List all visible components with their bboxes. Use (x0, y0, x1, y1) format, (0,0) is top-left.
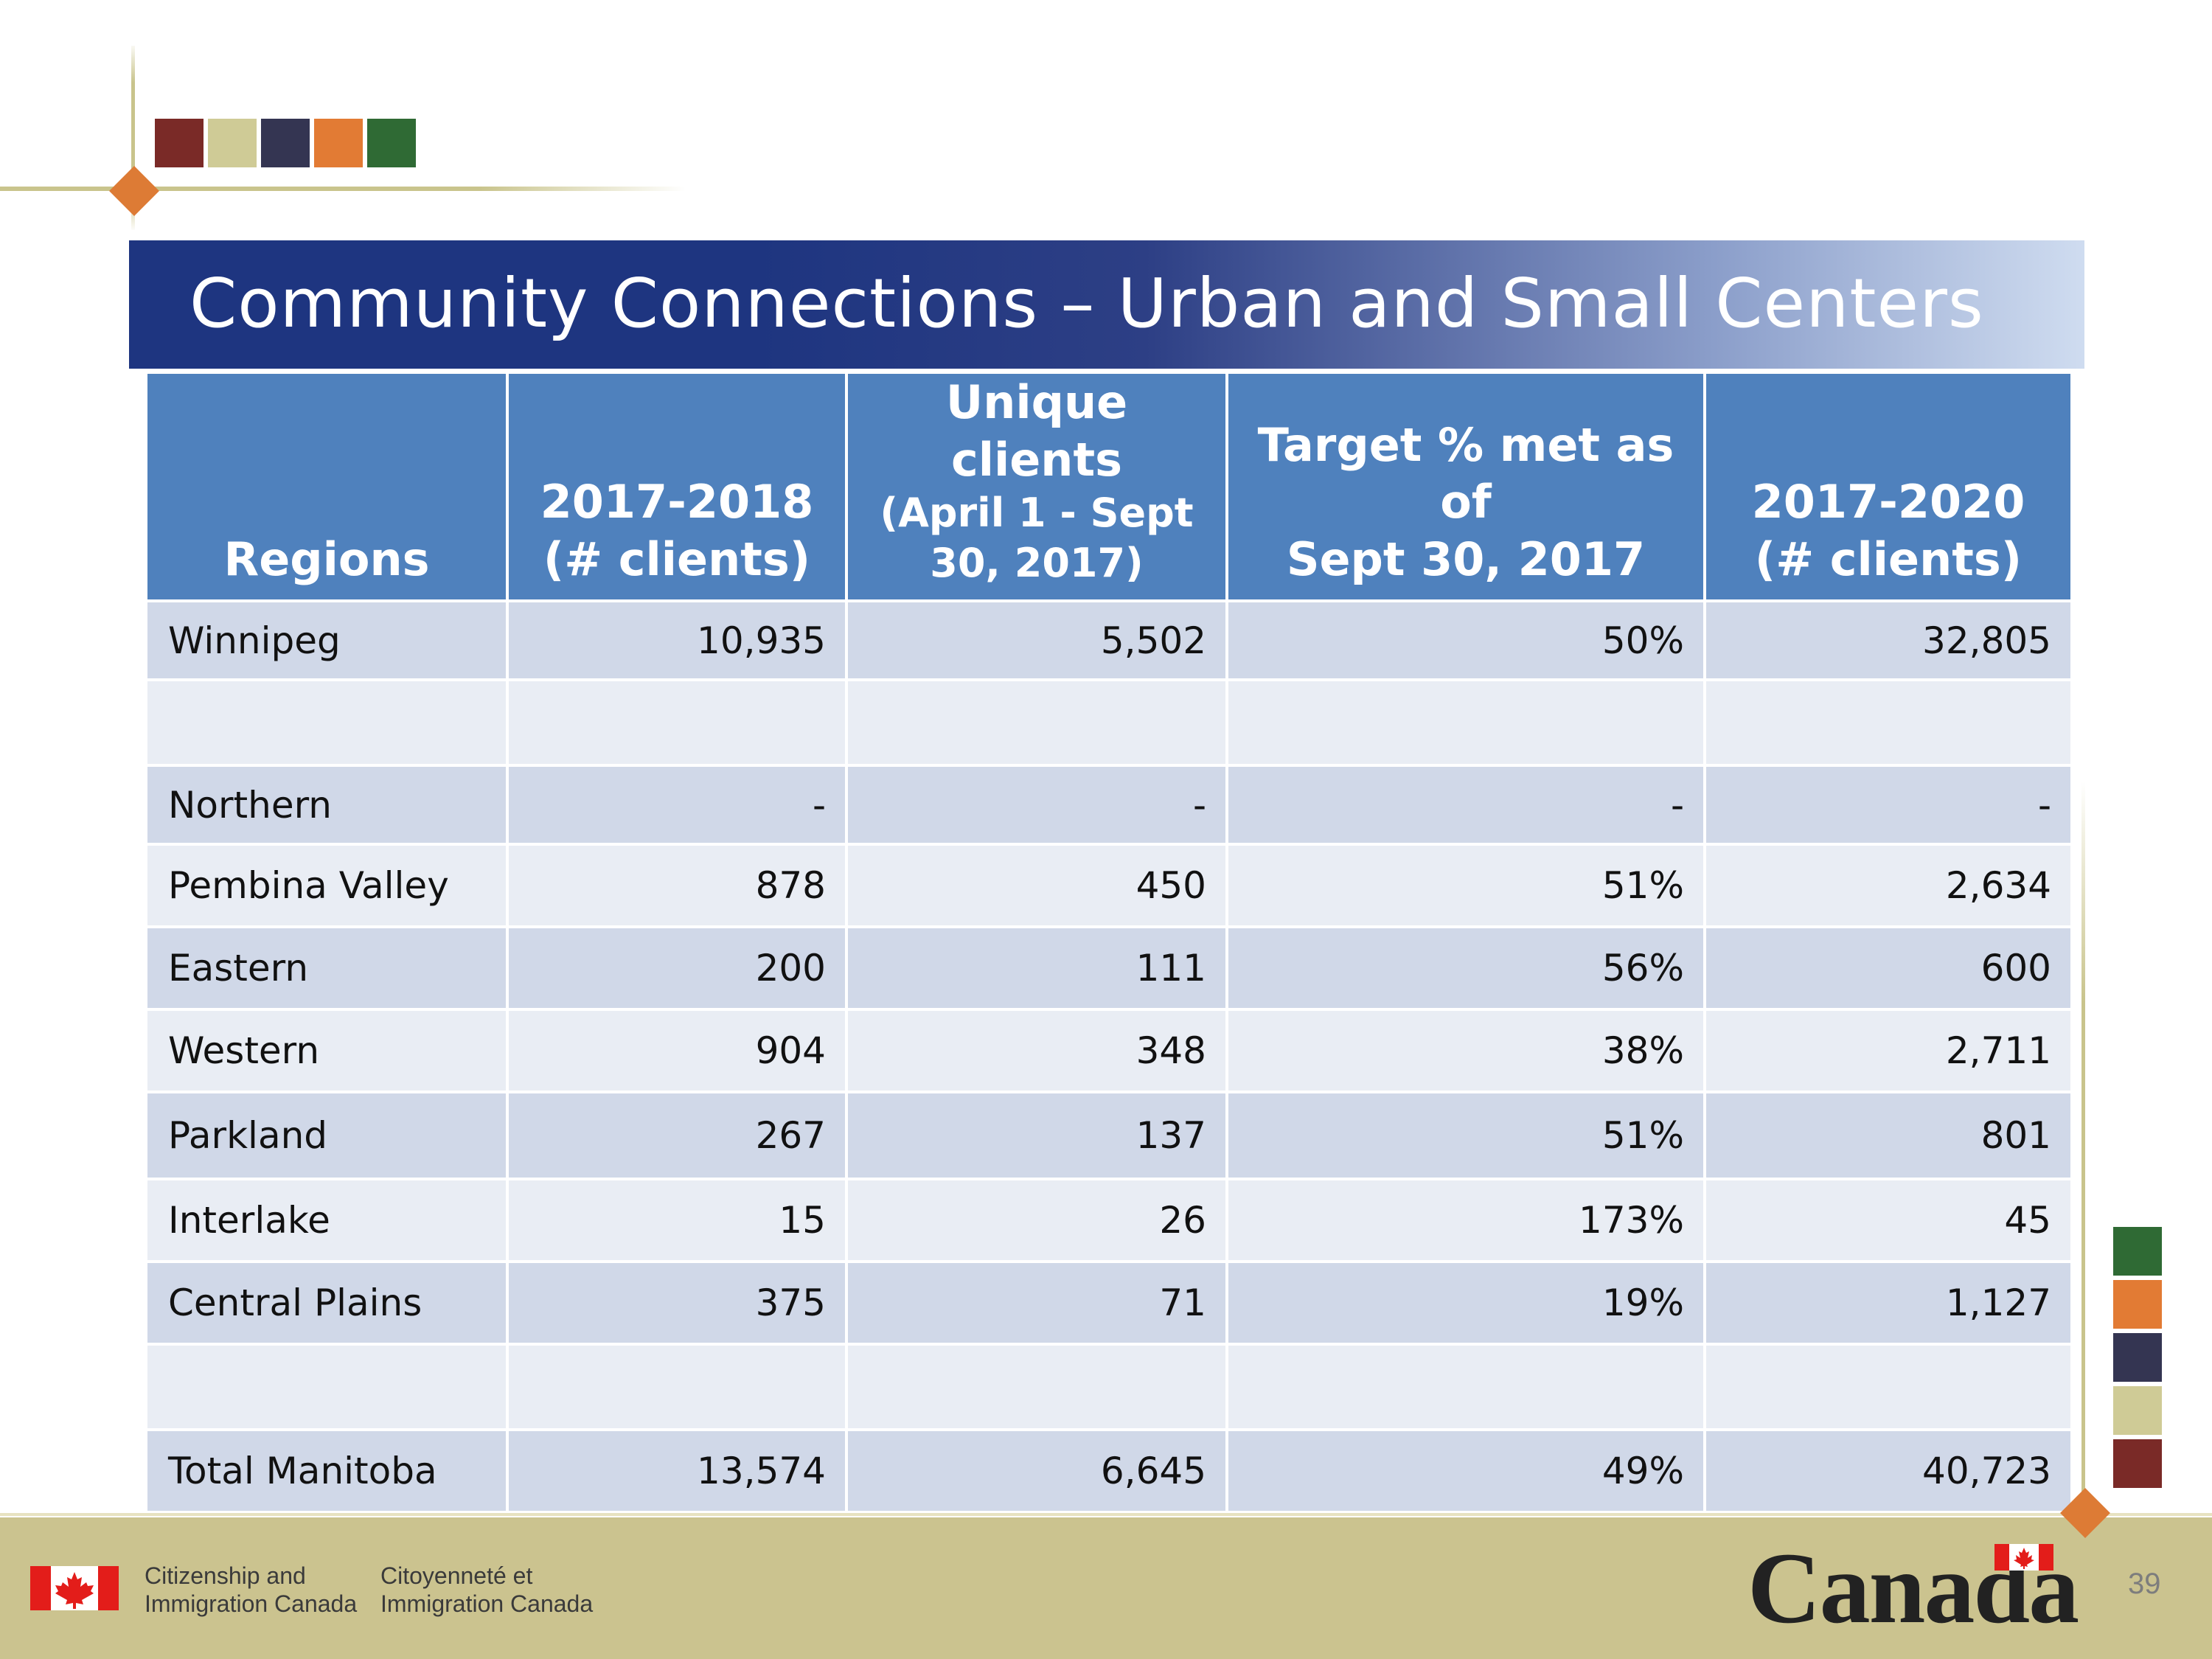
cell-y2017-2018: 267 (509, 1093, 845, 1178)
cell-region: Total Manitoba (147, 1431, 506, 1511)
decorative-line-vertical-right (2081, 782, 2085, 1519)
cell-target: 50% (1228, 602, 1703, 678)
table-header-row: Regions 2017-2018 (# clients) Unique cli… (147, 374, 2070, 599)
cell-y2017-2020 (1706, 1346, 2070, 1428)
cell-target: 56% (1228, 928, 1703, 1008)
department-name-french: Citoyenneté et Immigration Canada (380, 1562, 594, 1618)
cell-y2017-2018: 904 (509, 1011, 845, 1091)
table-row: Total Manitoba 13,574 6,645 49% 40,723 (147, 1431, 2070, 1511)
color-square (155, 119, 204, 167)
header-2017-2020: 2017-2020 (# clients) (1706, 374, 2070, 599)
cell-region: Pembina Valley (147, 846, 506, 925)
table-row (147, 681, 2070, 764)
cell-unique: 111 (848, 928, 1225, 1008)
slide-title: Community Connections – Urban and Small … (189, 264, 1984, 343)
cell-unique: 137 (848, 1093, 1225, 1178)
cell-y2017-2020: 32,805 (1706, 602, 2070, 678)
department-name-english: Citizenship and Immigration Canada (145, 1562, 358, 1618)
cell-target: - (1228, 767, 1703, 843)
cell-y2017-2018: 375 (509, 1263, 845, 1343)
table-row: Northern - - - - (147, 767, 2070, 843)
cell-y2017-2018: 13,574 (509, 1431, 845, 1511)
cell-y2017-2020 (1706, 681, 2070, 764)
table-row: Interlake 15 26 173% 45 (147, 1180, 2070, 1260)
table-row: Eastern 200 111 56% 600 (147, 928, 2070, 1008)
decorative-line-vertical-left (131, 46, 135, 230)
cell-y2017-2018: - (509, 767, 845, 843)
cell-y2017-2020: 2,634 (1706, 846, 2070, 925)
color-square (2113, 1280, 2162, 1329)
color-square (367, 119, 416, 167)
cell-region: Central Plains (147, 1263, 506, 1343)
cell-y2017-2018 (509, 1346, 845, 1428)
cell-unique: 6,645 (848, 1431, 1225, 1511)
cell-region: Northern (147, 767, 506, 843)
color-square (208, 119, 257, 167)
cell-y2017-2018: 15 (509, 1180, 845, 1260)
cell-target (1228, 681, 1703, 764)
color-square (2113, 1227, 2162, 1276)
cell-y2017-2020: 45 (1706, 1180, 2070, 1260)
cell-target: 38% (1228, 1011, 1703, 1091)
table-row (147, 1346, 2070, 1428)
page-number: 39 (2128, 1568, 2161, 1600)
color-square (2113, 1439, 2162, 1488)
decorative-line-horizontal-top (0, 187, 686, 191)
title-banner: Community Connections – Urban and Small … (129, 240, 2084, 369)
cell-y2017-2020: - (1706, 767, 2070, 843)
cell-unique: - (848, 767, 1225, 843)
footer-divider (0, 1513, 2212, 1516)
cell-y2017-2018 (509, 681, 845, 764)
cell-y2017-2018: 200 (509, 928, 845, 1008)
table-row: Parkland 267 137 51% 801 (147, 1093, 2070, 1178)
cell-y2017-2018: 878 (509, 846, 845, 925)
wordmark-flag-icon (1994, 1544, 2053, 1571)
cell-target: 173% (1228, 1180, 1703, 1260)
cell-target: 49% (1228, 1431, 1703, 1511)
cell-unique: 348 (848, 1011, 1225, 1091)
cell-region: Western (147, 1011, 506, 1091)
table-row: Winnipeg 10,935 5,502 50% 32,805 (147, 602, 2070, 678)
cell-y2017-2020: 1,127 (1706, 1263, 2070, 1343)
header-regions: Regions (147, 374, 506, 599)
cell-unique (848, 1346, 1225, 1428)
color-square (2113, 1386, 2162, 1435)
cell-unique: 71 (848, 1263, 1225, 1343)
cell-region (147, 1346, 506, 1428)
cell-unique: 450 (848, 846, 1225, 925)
footer-bar (0, 1517, 2212, 1659)
regions-table: Regions 2017-2018 (# clients) Unique cli… (147, 374, 2070, 1514)
cell-region: Eastern (147, 928, 506, 1008)
cell-unique (848, 681, 1225, 764)
color-square (2113, 1333, 2162, 1382)
cell-unique: 5,502 (848, 602, 1225, 678)
cell-target: 51% (1228, 1093, 1703, 1178)
canada-flag-icon (30, 1566, 119, 1610)
decorative-diamond-top (109, 166, 159, 216)
cell-unique: 26 (848, 1180, 1225, 1260)
header-unique-clients: Unique clients (April 1 - Sept 30, 2017) (848, 374, 1225, 599)
cell-region: Parkland (147, 1093, 506, 1178)
table-row: Central Plains 375 71 19% 1,127 (147, 1263, 2070, 1343)
cell-region: Winnipeg (147, 602, 506, 678)
table-row: Pembina Valley 878 450 51% 2,634 (147, 846, 2070, 925)
header-2017-2018: 2017-2018 (# clients) (509, 374, 845, 599)
cell-y2017-2020: 801 (1706, 1093, 2070, 1178)
color-square (314, 119, 363, 167)
cell-target: 19% (1228, 1263, 1703, 1343)
table-row: Western 904 348 38% 2,711 (147, 1011, 2070, 1091)
color-square (261, 119, 310, 167)
cell-y2017-2020: 2,711 (1706, 1011, 2070, 1091)
cell-region: Interlake (147, 1180, 506, 1260)
cell-region (147, 681, 506, 764)
header-target-met: Target % met as of Sept 30, 2017 (1228, 374, 1703, 599)
cell-y2017-2018: 10,935 (509, 602, 845, 678)
cell-y2017-2020: 600 (1706, 928, 2070, 1008)
cell-y2017-2020: 40,723 (1706, 1431, 2070, 1511)
cell-target: 51% (1228, 846, 1703, 925)
cell-target (1228, 1346, 1703, 1428)
